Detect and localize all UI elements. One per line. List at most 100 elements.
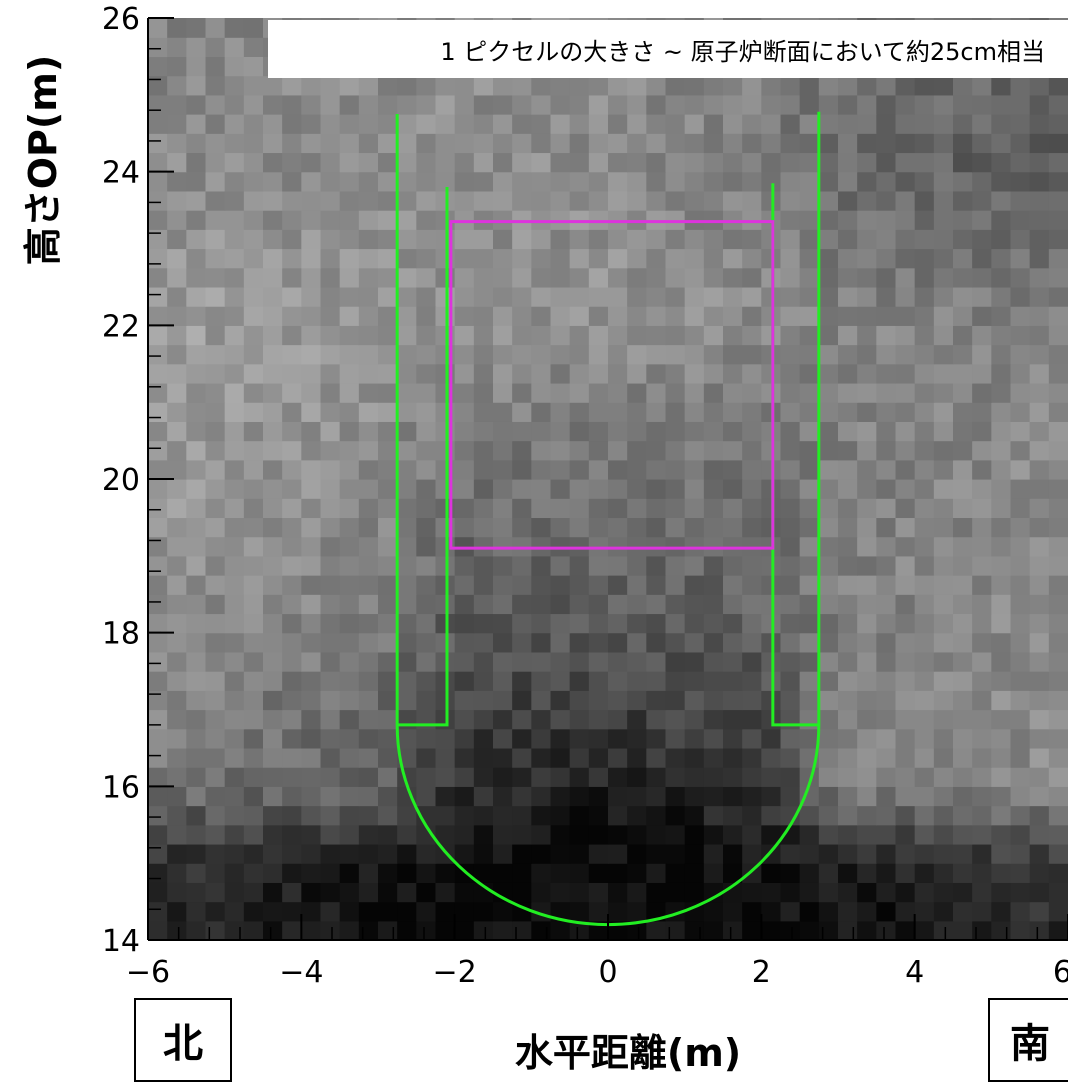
heatmap-cell [282,229,302,250]
heatmap-cell [588,210,609,230]
heatmap-cell [358,690,379,711]
heatmap-cell [397,94,417,115]
heatmap-cell [608,901,628,922]
heatmap-cell [378,363,398,384]
heatmap-cell [531,114,552,134]
heatmap-cell [320,459,341,480]
heatmap-cell [301,863,322,883]
heatmap-cell [454,306,475,326]
heatmap-cell [320,555,341,576]
heatmap-cell [378,306,398,326]
heatmap-cell [148,171,168,192]
heatmap-cell [358,786,379,807]
heatmap-cell [378,152,398,173]
heatmap-cell [224,440,245,461]
heatmap-cell [473,747,494,768]
heatmap-cell [263,767,283,787]
heatmap-cell [320,190,341,211]
heatmap-cell [1010,267,1031,288]
heatmap-cell [263,440,283,461]
heatmap-cell [780,267,801,288]
heatmap-cell [263,479,283,499]
heatmap-cell [895,901,916,922]
heatmap-cell [780,747,801,768]
heatmap-cell [320,75,341,96]
heatmap-cell [263,248,283,269]
heatmap-cell [493,479,513,499]
heatmap-cell [723,901,743,922]
heatmap-cell [742,229,762,250]
heatmap-cell [684,843,705,864]
heatmap-cell [301,843,322,864]
heatmap-cell [799,248,820,269]
heatmap-cell [991,882,1012,903]
heatmap-cell [818,594,839,615]
heatmap-cell [531,286,552,307]
heatmap-cell [972,594,992,615]
heatmap-cell [224,382,245,403]
heatmap-cell [818,459,839,480]
heatmap-cell [282,459,302,480]
heatmap-cell [186,440,207,461]
heatmap-cell [665,805,686,826]
heatmap-cell [953,210,973,230]
heatmap-cell [761,75,782,96]
heatmap-cell [857,843,877,864]
heatmap-cell [857,382,877,403]
heatmap-cell [550,114,571,134]
heatmap-cell [454,632,475,653]
heatmap-cell [665,594,686,615]
heatmap-cell [818,901,839,922]
heatmap-cell [358,440,379,461]
heatmap-cell [148,229,168,250]
heatmap-cell [1010,325,1031,346]
heatmap-cell [665,267,686,288]
heatmap-cell [838,171,858,192]
heatmap-cell [243,805,264,826]
heatmap-cell [531,94,552,115]
heatmap-cell [876,863,897,883]
heatmap-cell [608,210,628,230]
heatmap-cell [320,248,341,269]
heatmap-cell [167,210,187,230]
heatmap-cell [1048,709,1068,730]
heatmap-cell [991,286,1012,307]
heatmap-cell [243,152,264,173]
heatmap-cell [876,75,897,96]
heatmap-cell [320,440,341,461]
heatmap-cell [953,421,973,442]
heatmap-cell [243,728,264,749]
heatmap-cell [780,152,801,173]
heatmap-cell [1048,363,1068,384]
heatmap-cell [512,805,532,826]
heatmap-cell [282,632,302,653]
heatmap-cell [358,805,379,826]
heatmap-cell [1010,498,1031,519]
heatmap-cell [991,594,1012,615]
heatmap-cell [838,75,858,96]
heatmap-cell [1048,843,1068,864]
heatmap-cell [838,536,858,557]
heatmap-pixels [148,18,1068,941]
heatmap-cell [339,306,360,326]
heatmap-cell [876,709,897,730]
heatmap-cell [435,863,456,883]
heatmap-cell [282,248,302,269]
heatmap-cell [1048,382,1068,403]
heatmap-cell [799,786,820,807]
heatmap-cell [378,498,398,519]
heatmap-cell [282,901,302,922]
heatmap-cell [339,440,360,461]
heatmap-cell [435,133,456,154]
heatmap-cell [818,786,839,807]
heatmap-cell [205,575,226,595]
heatmap-cell [895,575,916,595]
heatmap-cell [838,786,858,807]
heatmap-cell [205,786,226,807]
heatmap-cell [167,344,187,365]
heatmap-cell [493,632,513,653]
heatmap-cell [167,171,187,192]
heatmap-cell [493,344,513,365]
heatmap-cell [761,210,782,230]
heatmap-cell [243,56,264,77]
